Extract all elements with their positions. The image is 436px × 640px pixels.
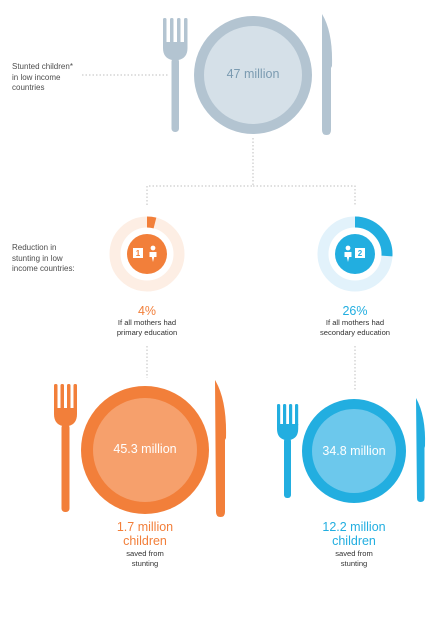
reduction-label-line: stunting in low — [12, 253, 63, 263]
right-condition-line: If all mothers had — [325, 318, 385, 327]
left-condition: If all mothers had primary education — [77, 318, 217, 338]
right-condition-line: secondary education — [319, 328, 391, 337]
left-tableware — [54, 380, 227, 517]
left-saved-line: 1.7 million — [116, 520, 174, 534]
connector-lines — [82, 74, 356, 390]
reduction-label-line: Reduction in — [12, 243, 57, 252]
left-step-number: 1 — [136, 249, 141, 258]
top-side-label: Stunted children* in low income countrie… — [12, 62, 112, 94]
left-caption-line: stunting — [131, 559, 159, 568]
right-saved-line: children — [332, 533, 376, 548]
right-progress-ring-arc — [354, 216, 393, 257]
right-saved-count: 12.2 million children — [284, 520, 424, 548]
left-percent: 4% — [137, 304, 157, 318]
reduction-side-label: Reduction in stunting in low income coun… — [12, 243, 112, 275]
right-caption-line: stunting — [340, 559, 368, 568]
right-fork-icon — [277, 404, 299, 498]
left-saved-line: children — [123, 533, 167, 548]
left-plate-value: 45.3 million — [113, 442, 177, 456]
top-knife-icon — [322, 14, 333, 135]
left-badge-circle — [127, 234, 167, 274]
right-step-box — [355, 248, 365, 258]
right-knife-icon — [416, 398, 426, 502]
left-knife-icon — [215, 380, 227, 517]
left-condition-line: If all mothers had — [117, 318, 177, 327]
top-label-line: countries — [12, 83, 45, 92]
reduction-label-line: income countries: — [12, 264, 75, 273]
right-percent: 26% — [342, 304, 368, 318]
left-person-icon — [149, 245, 157, 262]
right-step-icon: 2 — [317, 216, 393, 292]
left-plate-inner — [93, 398, 197, 502]
top-fork-icon — [163, 18, 188, 132]
right-plate-inner — [312, 409, 396, 493]
top-label-line: Stunted children* — [12, 62, 73, 71]
left-caption-line: saved from — [126, 549, 164, 558]
left-progress-ring-arc — [146, 216, 157, 229]
top-plate-inner — [204, 26, 302, 124]
left-saved-caption: saved from stunting — [75, 549, 215, 569]
left-saved-count: 1.7 million children — [75, 520, 215, 548]
right-saved-line: 12.2 million — [322, 520, 386, 534]
right-step-number: 2 — [358, 249, 363, 258]
left-condition-line: primary education — [116, 328, 178, 337]
left-step-icon: 1 — [109, 216, 185, 292]
right-plate-value: 34.8 million — [322, 444, 386, 458]
top-plate-value: 47 million — [226, 67, 280, 81]
left-fork-icon — [54, 384, 77, 512]
right-person-icon — [344, 245, 352, 262]
right-tableware — [277, 398, 426, 503]
top-label-line: in low income — [12, 72, 61, 82]
right-condition: If all mothers had secondary education — [285, 318, 425, 338]
right-caption-line: saved from — [335, 549, 373, 558]
top-tableware — [163, 14, 333, 135]
right-saved-caption: saved from stunting — [284, 549, 424, 569]
left-step-box — [133, 248, 143, 258]
top-branch-connector — [146, 138, 356, 206]
